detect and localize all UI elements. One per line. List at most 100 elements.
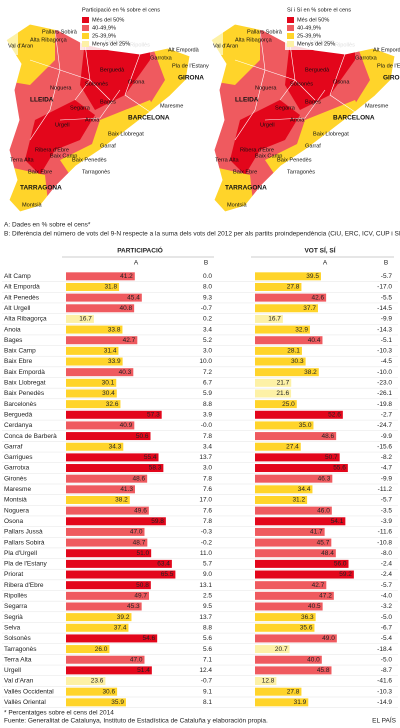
value-label: 35.6 <box>300 624 313 631</box>
bar <box>66 645 110 654</box>
bar <box>66 602 142 611</box>
diff-label: -17.0 <box>377 284 392 291</box>
legend-swatch <box>82 17 89 23</box>
map-capital: BARCELONA <box>128 115 170 122</box>
bar <box>255 559 349 568</box>
bar <box>66 442 124 451</box>
value-label: 50.8 <box>136 582 149 589</box>
value-label: 49.0 <box>322 635 335 642</box>
bar <box>66 325 123 334</box>
diff-label: -5.1 <box>381 337 393 344</box>
diff-label: 9.1 <box>203 688 212 695</box>
row-label: Selva <box>4 624 21 631</box>
bar <box>255 453 340 462</box>
row-label: Ripollès <box>4 593 28 600</box>
bar <box>66 346 119 355</box>
diff-label: 9.5 <box>203 603 212 610</box>
value-label: 27.8 <box>287 284 300 291</box>
diff-label: -41.6 <box>377 678 392 685</box>
diff-label: 3.4 <box>203 326 212 333</box>
map-label: Val d'Aran <box>8 43 33 49</box>
value-label: 49.7 <box>134 593 147 600</box>
diff-label: -3.5 <box>381 507 393 514</box>
value-label: 34.4 <box>298 486 311 493</box>
diff-label: 5.6 <box>203 646 212 653</box>
value-label: 31.9 <box>294 699 307 706</box>
value-label: 55.4 <box>144 454 157 461</box>
map-label: Val d'Aran <box>213 43 238 49</box>
value-label: 42.6 <box>311 294 324 301</box>
bar <box>255 282 302 291</box>
bar <box>66 581 151 590</box>
value-label: 51.0 <box>137 550 150 557</box>
map-label: Tarragonès <box>82 169 110 175</box>
row-label: Cerdanya <box>4 422 33 429</box>
bar <box>66 293 142 302</box>
bar <box>255 293 327 302</box>
bar <box>66 474 148 483</box>
row-label: Pallars Sobirà <box>4 539 45 546</box>
row-label: Vallès Occidental <box>4 688 54 695</box>
diff-label: 8.1 <box>203 699 212 706</box>
legend-swatch <box>287 41 294 47</box>
map-label: Pla de l'Estany <box>172 63 209 69</box>
diff-label: -10.3 <box>377 688 392 695</box>
bar <box>255 570 354 579</box>
bar <box>66 517 166 526</box>
map-label: Baix Camp <box>50 153 77 159</box>
value-label: 39.5 <box>306 273 319 280</box>
diff-label: -23.0 <box>377 380 392 387</box>
bar <box>255 474 333 483</box>
value-label: 35.9 <box>111 699 124 706</box>
bar <box>66 559 172 568</box>
map-label: Baix Ebre <box>28 169 52 175</box>
value-label: 30.3 <box>291 358 304 365</box>
value-label: 28.1 <box>287 348 300 355</box>
value-label: 63.4 <box>157 561 170 568</box>
value-label: 27.8 <box>287 688 300 695</box>
diff-label: 12.4 <box>199 667 212 674</box>
diff-label: -8.7 <box>381 667 393 674</box>
bar <box>255 645 290 654</box>
row-label: Garrotxa <box>4 465 30 472</box>
legend-swatch <box>82 33 89 39</box>
map-capital: TARRAGONA <box>225 185 267 192</box>
row-label: Ribera d'Ebre <box>4 582 44 589</box>
bar <box>66 506 149 515</box>
diff-label: -9.9 <box>381 475 393 482</box>
value-label: 58.3 <box>149 465 162 472</box>
bar <box>66 623 129 632</box>
diff-label: 17.0 <box>199 497 212 504</box>
map-label: Noguera <box>255 85 277 91</box>
bar <box>66 314 94 323</box>
map-label: Garraf <box>305 143 321 149</box>
bar <box>66 453 159 462</box>
value-label: 41.2 <box>120 273 133 280</box>
diff-label: 7.1 <box>203 656 212 663</box>
map-label: Osona <box>333 79 350 85</box>
source: Fuente: Generalitat de Catalunya, Instit… <box>4 717 268 724</box>
legend-box <box>80 4 152 50</box>
bar <box>66 591 149 600</box>
value-label: 42.7 <box>123 337 136 344</box>
value-label: 45.4 <box>127 294 140 301</box>
diff-label: -10.3 <box>377 348 392 355</box>
map-label: Ribera d'Ebre <box>35 147 69 153</box>
value-label: 40.3 <box>119 369 132 376</box>
row-label: Bages <box>4 337 23 344</box>
diff-label: 7.8 <box>203 433 212 440</box>
bar <box>255 314 283 323</box>
bar <box>255 602 323 611</box>
map-label: Solsonès <box>85 81 108 87</box>
diff-label: -9.9 <box>381 433 393 440</box>
map-label: Urgell <box>260 122 275 128</box>
map-label: Pla de l'Estany <box>377 63 400 69</box>
diff-label: -9.9 <box>381 316 393 323</box>
diff-label: -0.0 <box>201 422 213 429</box>
bar <box>66 485 135 494</box>
map-label: Berguedà <box>305 67 330 73</box>
value-label: 57.3 <box>147 411 160 418</box>
map-label: Anoia <box>290 117 305 123</box>
value-label: 47.0 <box>130 529 143 536</box>
